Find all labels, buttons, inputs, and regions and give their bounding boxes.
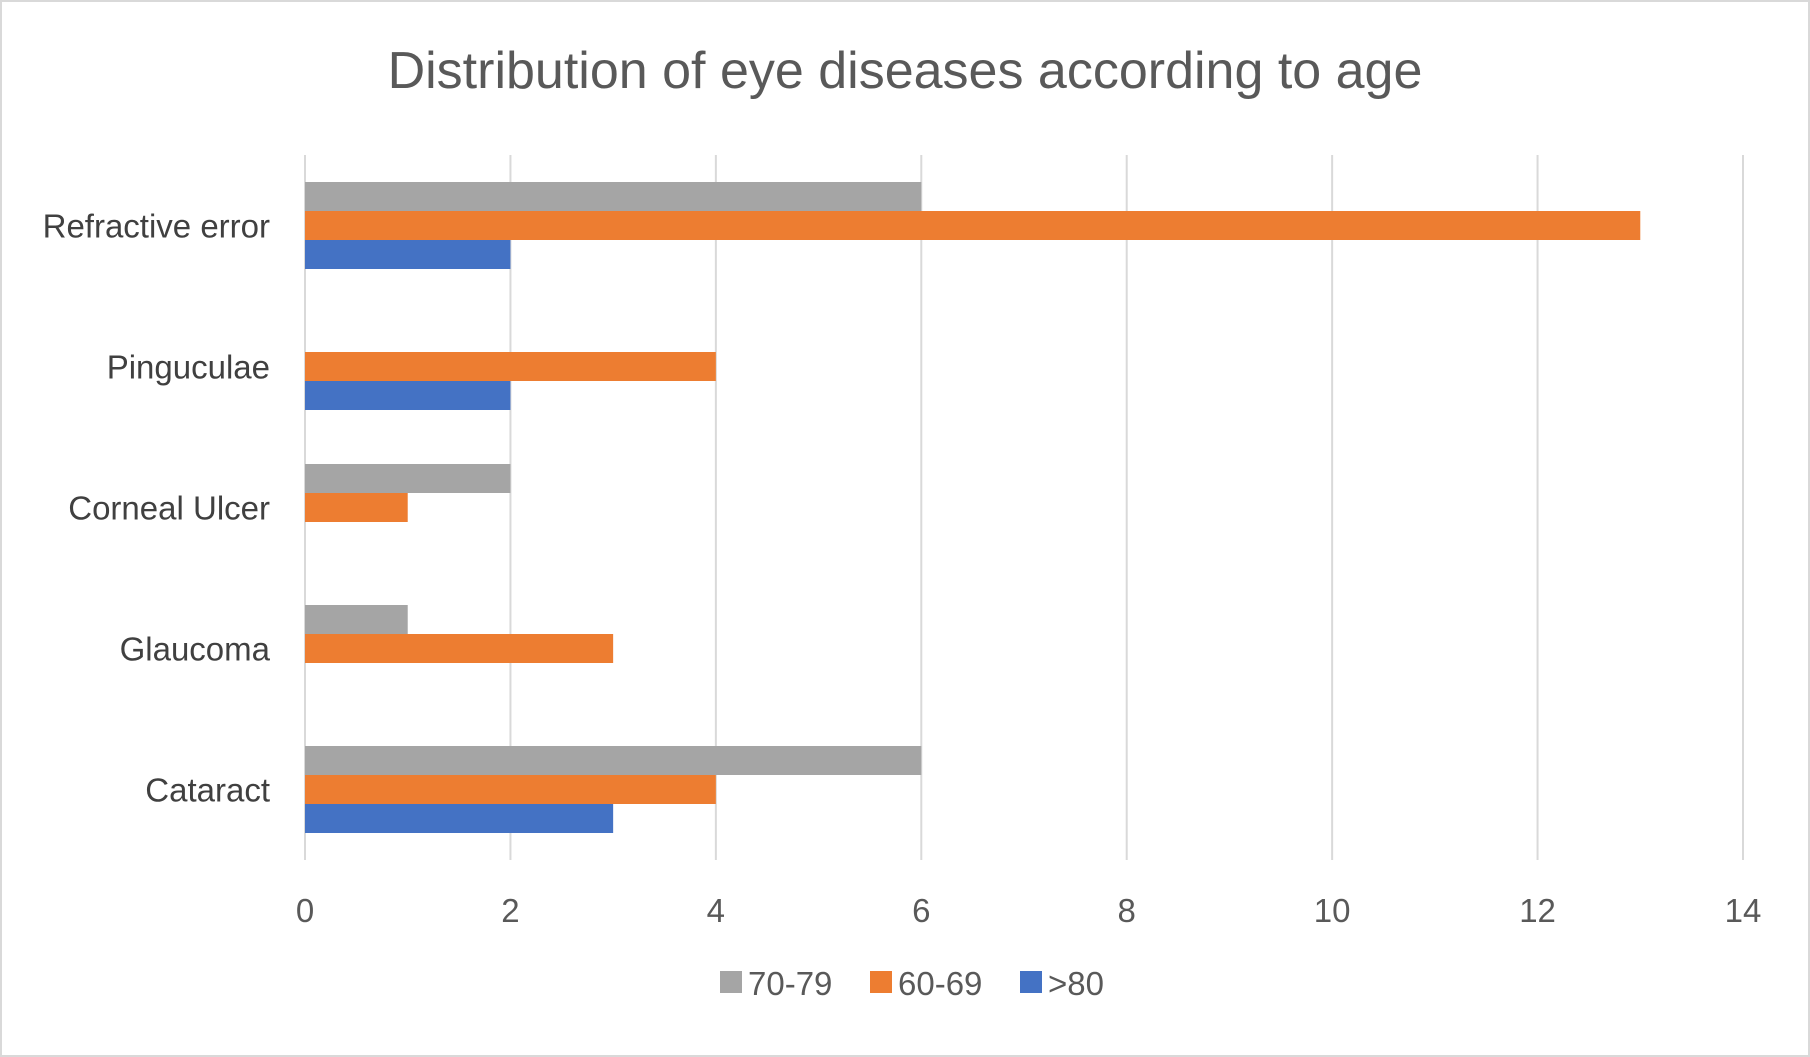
bar [305,240,511,269]
legend-label: >80 [1048,965,1104,1002]
x-tick-label: 4 [707,892,725,929]
legend-label: 60-69 [898,965,982,1002]
x-tick-label: 14 [1725,892,1762,929]
x-tick-labels: 0 2 4 6 8 10 12 14 [296,892,1762,929]
category-label: Cataract [145,772,270,809]
bar [305,746,922,775]
legend-swatch [1020,971,1042,993]
category-label: Corneal Ulcer [68,490,270,527]
bar [305,493,408,522]
x-tick-label: 2 [501,892,519,929]
bar [305,352,716,381]
legend-swatch [720,971,742,993]
bar [305,775,716,804]
bar [305,804,614,833]
bar [305,211,1641,240]
x-tick-label: 8 [1118,892,1136,929]
chart-title: Distribution of eye diseases according t… [388,42,1423,100]
category-label: Glaucoma [120,631,271,668]
category-labels: Refractive error Pinguculae Corneal Ulcer G… [43,208,271,809]
bar [305,634,614,663]
x-tick-label: 6 [912,892,930,929]
x-tick-label: 0 [296,892,314,929]
bars [305,182,1641,833]
category-label: Refractive error [43,208,270,245]
legend: 70-79 60-69 >80 [720,965,1104,1002]
legend-swatch [870,971,892,993]
bar [305,605,408,634]
bar [305,464,511,493]
x-tick-label: 10 [1314,892,1351,929]
category-label: Pinguculae [107,349,270,386]
bar [305,182,922,211]
legend-label: 70-79 [748,965,832,1002]
x-tick-label: 12 [1519,892,1556,929]
bar [305,381,511,410]
